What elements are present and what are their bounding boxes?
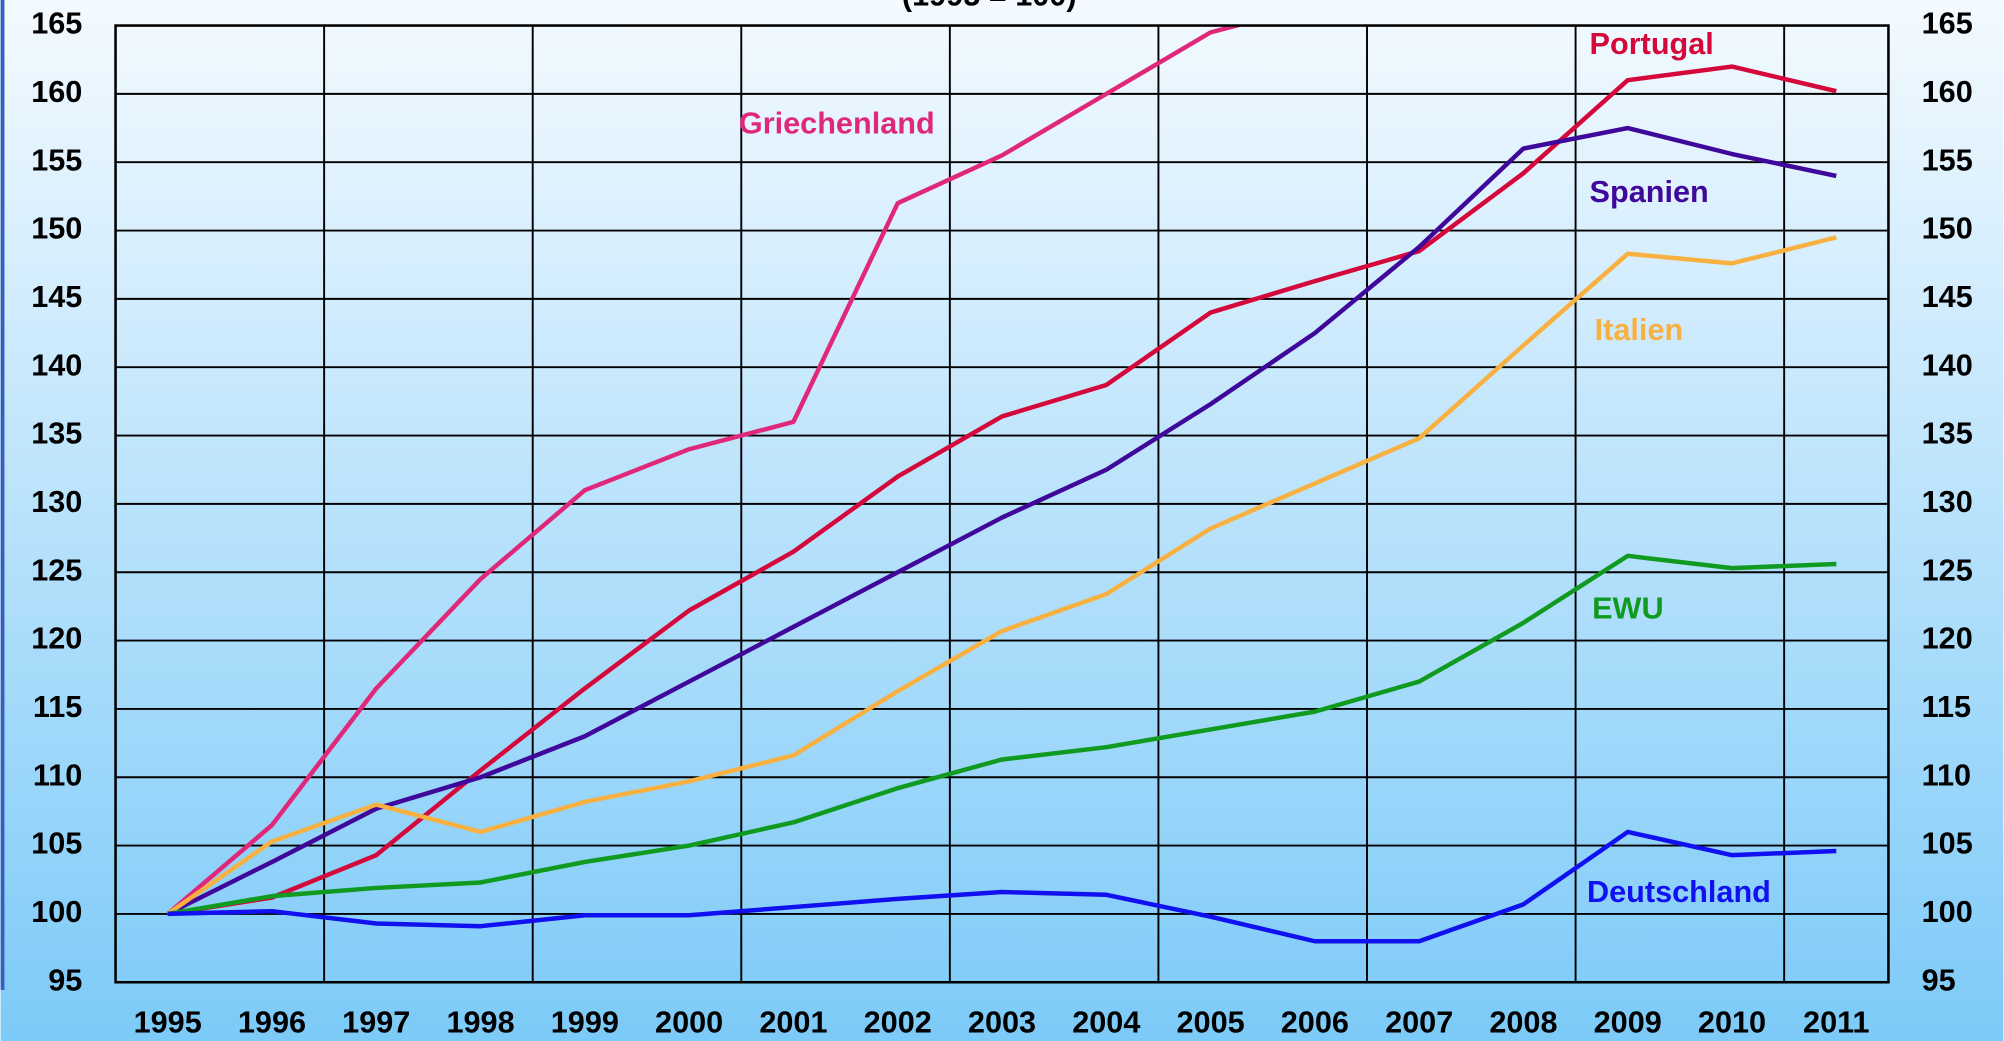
x-tick-label: 2011 (1803, 1005, 1869, 1039)
y-tick-label: 110 (33, 758, 82, 792)
series-line (166, 235, 1837, 916)
chart-subtitle: (1995 = 100) (902, 0, 1077, 13)
y-tick-label-right: 115 (1922, 690, 1971, 724)
x-tick-label: 1996 (238, 1005, 306, 1039)
y-tick-label: 165 (31, 7, 82, 41)
y-tick-label: 130 (31, 485, 82, 519)
y-tick-label-right: 110 (1922, 758, 1971, 792)
left-edge (0, 0, 5, 990)
x-tick-label: 2007 (1385, 1005, 1453, 1039)
y-tick-label: 140 (31, 348, 82, 382)
series-label: Italien (1595, 313, 1684, 347)
y-tick-label: 145 (31, 280, 82, 314)
x-tick-label: 1999 (551, 1005, 619, 1039)
series-label: Deutschland (1587, 875, 1771, 909)
x-tick-label: 1998 (446, 1005, 514, 1039)
x-tick-label: 2006 (1281, 1005, 1349, 1039)
y-tick-label: 150 (31, 212, 82, 246)
x-tick-label: 2001 (759, 1005, 827, 1039)
series-line (166, 125, 1837, 916)
x-tick-label: 1995 (134, 1005, 202, 1039)
y-tick-label-right: 165 (1922, 7, 1973, 41)
y-tick-label: 105 (31, 827, 82, 861)
y-tick-label: 135 (31, 417, 82, 451)
series-label: Griechenland (739, 106, 935, 140)
series-line (167, 829, 1837, 944)
x-tick-label: 2009 (1594, 1005, 1662, 1039)
series-label: EWU (1592, 592, 1664, 626)
x-tick-label: 2005 (1176, 1005, 1244, 1039)
y-tick-label: 125 (31, 553, 82, 587)
x-tick-label: 2003 (968, 1005, 1036, 1039)
y-tick-label: 160 (31, 75, 82, 109)
y-tick-label: 95 (48, 963, 82, 997)
series-line (167, 553, 1837, 917)
x-tick-label: 2004 (1072, 1005, 1140, 1039)
series-line (166, 25, 1246, 916)
y-tick-label-right: 135 (1922, 417, 1973, 451)
y-tick-label-right: 145 (1922, 280, 1973, 314)
y-tick-label: 115 (33, 690, 82, 724)
y-tick-label: 100 (31, 895, 82, 929)
x-tick-label: 2008 (1489, 1005, 1557, 1039)
y-tick-label-right: 100 (1922, 895, 1973, 929)
y-tick-label-right: 155 (1922, 143, 1973, 177)
y-tick-label-right: 95 (1922, 963, 1956, 997)
y-tick-label-right: 150 (1922, 212, 1973, 246)
y-tick-label-right: 130 (1922, 485, 1973, 519)
y-tick-label-right: 140 (1922, 348, 1973, 382)
x-tick-label: 2010 (1698, 1005, 1766, 1039)
y-tick-label-right: 105 (1922, 827, 1973, 861)
y-tick-label: 155 (31, 143, 82, 177)
x-tick-label: 2002 (864, 1005, 932, 1039)
y-tick-label-right: 120 (1922, 622, 1973, 656)
y-tick-label-right: 125 (1922, 553, 1973, 587)
series-label: Spanien (1590, 175, 1709, 209)
plot-border (114, 24, 1890, 984)
y-tick-label: 120 (31, 622, 82, 656)
x-tick-label: 2000 (655, 1005, 723, 1039)
y-tick-label-right: 160 (1922, 75, 1973, 109)
series-label: Portugal (1590, 27, 1714, 61)
x-tick-label: 1997 (342, 1005, 410, 1039)
